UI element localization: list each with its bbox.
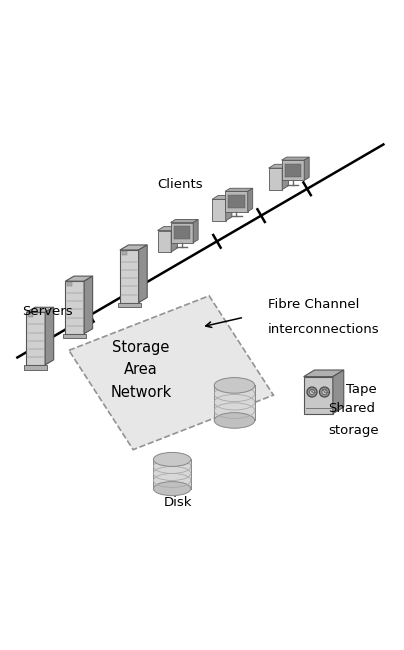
Polygon shape bbox=[228, 195, 244, 208]
Polygon shape bbox=[170, 220, 198, 222]
Polygon shape bbox=[65, 281, 84, 333]
Ellipse shape bbox=[214, 413, 255, 428]
Text: interconnections: interconnections bbox=[267, 323, 379, 336]
Polygon shape bbox=[269, 168, 282, 190]
Polygon shape bbox=[225, 188, 252, 191]
Polygon shape bbox=[282, 160, 304, 181]
Polygon shape bbox=[248, 188, 252, 212]
Polygon shape bbox=[285, 164, 301, 177]
Polygon shape bbox=[193, 220, 198, 243]
Ellipse shape bbox=[309, 389, 315, 395]
Polygon shape bbox=[158, 227, 177, 231]
Polygon shape bbox=[28, 313, 34, 317]
Polygon shape bbox=[139, 245, 147, 303]
Polygon shape bbox=[282, 157, 309, 160]
Polygon shape bbox=[65, 276, 93, 281]
Polygon shape bbox=[84, 276, 93, 333]
Ellipse shape bbox=[214, 378, 255, 393]
Polygon shape bbox=[304, 376, 333, 413]
Polygon shape bbox=[154, 460, 191, 489]
Polygon shape bbox=[304, 370, 344, 376]
Polygon shape bbox=[212, 196, 232, 200]
Polygon shape bbox=[25, 365, 47, 370]
Polygon shape bbox=[282, 164, 288, 190]
Polygon shape bbox=[214, 385, 255, 421]
Ellipse shape bbox=[322, 389, 327, 395]
Polygon shape bbox=[122, 251, 127, 255]
Polygon shape bbox=[158, 231, 171, 252]
Polygon shape bbox=[333, 370, 344, 413]
Text: storage: storage bbox=[328, 424, 379, 437]
Text: Fibre Channel: Fibre Channel bbox=[267, 298, 359, 311]
Text: Storage
Area
Network: Storage Area Network bbox=[110, 340, 172, 400]
Polygon shape bbox=[26, 307, 54, 313]
Polygon shape bbox=[269, 164, 288, 168]
Polygon shape bbox=[26, 313, 45, 365]
Polygon shape bbox=[304, 157, 309, 181]
Polygon shape bbox=[170, 222, 193, 243]
Polygon shape bbox=[63, 333, 86, 339]
Ellipse shape bbox=[320, 387, 330, 397]
Polygon shape bbox=[120, 250, 139, 303]
Polygon shape bbox=[226, 196, 232, 221]
Polygon shape bbox=[45, 307, 54, 365]
Text: Clients: Clients bbox=[157, 177, 203, 190]
Polygon shape bbox=[174, 226, 190, 239]
Polygon shape bbox=[225, 191, 248, 212]
Text: Disk: Disk bbox=[164, 497, 192, 510]
Polygon shape bbox=[118, 303, 141, 307]
Polygon shape bbox=[69, 296, 274, 450]
Polygon shape bbox=[212, 200, 226, 221]
Polygon shape bbox=[171, 227, 177, 252]
Text: Tape: Tape bbox=[345, 383, 376, 396]
Ellipse shape bbox=[154, 482, 191, 496]
Polygon shape bbox=[120, 245, 147, 250]
Polygon shape bbox=[67, 282, 72, 286]
Text: Shared: Shared bbox=[328, 402, 375, 415]
Ellipse shape bbox=[307, 387, 317, 397]
Text: Servers: Servers bbox=[22, 305, 73, 318]
Ellipse shape bbox=[154, 452, 191, 467]
